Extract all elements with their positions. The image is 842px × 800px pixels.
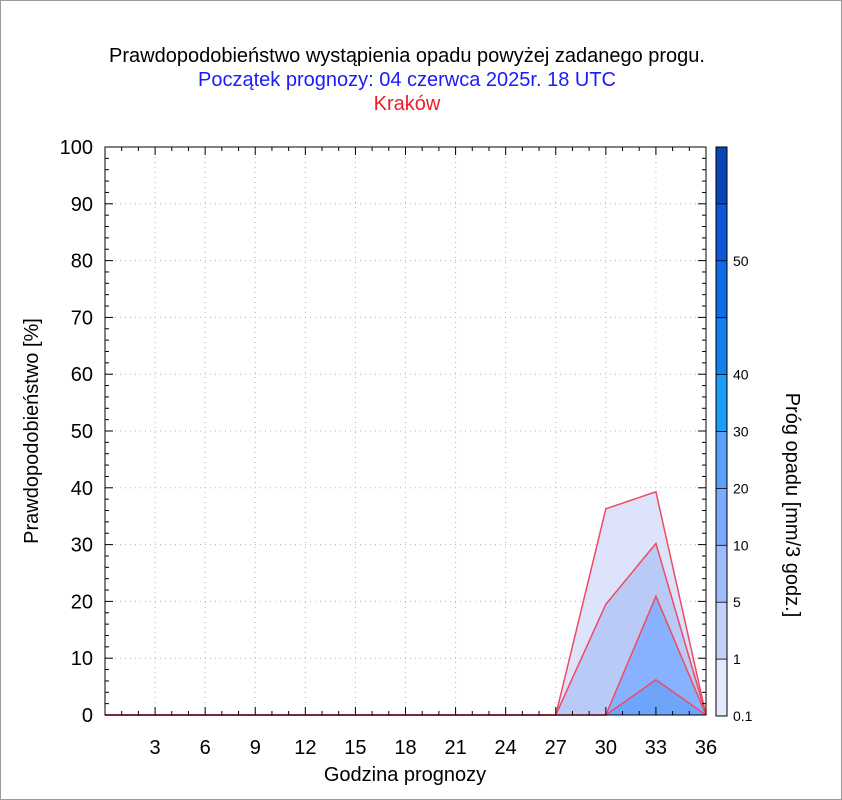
y-axis-label: Prawdopodobieństwo [%]	[21, 318, 43, 544]
colorbar-segment	[716, 659, 727, 716]
x-tick-label: 6	[200, 737, 211, 759]
x-axis: 3 6 9 12 15 18 21 24 27 30 33 36	[104, 147, 717, 759]
grid	[105, 147, 706, 715]
y-axis: 0 10 20 30 40 50 60 70 80 90 100	[60, 137, 706, 727]
x-tick-label: 30	[595, 737, 617, 759]
y-tick-label: 100	[60, 137, 93, 159]
y-tick-label: 20	[71, 591, 93, 613]
x-axis-label: Godzina prognozy	[324, 764, 486, 786]
y-tick-label: 0	[82, 705, 93, 727]
colorbar-tick-label: 20	[733, 480, 749, 496]
colorbar-segment	[716, 545, 727, 603]
x-tick-label: 21	[444, 737, 466, 759]
y-tick-label: 90	[71, 194, 93, 216]
x-tick-label: 18	[394, 737, 416, 759]
y-tick-label: 70	[71, 307, 93, 329]
colorbar-segment	[716, 374, 727, 432]
x-tick-label: 36	[695, 737, 717, 759]
colorbar-segment	[716, 147, 727, 204]
colorbar-border	[715, 146, 728, 717]
colorbar-tick-label: 5	[733, 594, 741, 610]
colorbar-segment	[716, 260, 727, 318]
colorbar-tick-label: 10	[733, 537, 749, 553]
colorbar-label: Próg opadu [mm/3 godz.]	[781, 393, 803, 618]
y-tick-label: 80	[71, 251, 93, 273]
x-tick-label: 9	[250, 737, 261, 759]
colorbar-segment	[716, 317, 727, 375]
y-tick-label: 60	[71, 364, 93, 386]
colorbar-segment	[716, 488, 727, 546]
y-tick-label: 50	[71, 421, 93, 443]
x-tick-label: 15	[344, 737, 366, 759]
x-tick-label: 24	[495, 737, 517, 759]
x-tick-label: 27	[545, 737, 567, 759]
y-tick-label: 10	[71, 648, 93, 670]
colorbar-tick-label: 1	[733, 651, 741, 667]
colorbar-tick-label: 40	[733, 367, 749, 383]
colorbar-tick-label: 50	[733, 253, 749, 269]
x-tick-label: 12	[294, 737, 316, 759]
colorbar-segment	[716, 203, 727, 261]
chart-title: Prawdopodobieństwo wystąpienia opadu pow…	[109, 45, 705, 67]
y-tick-label: 40	[71, 478, 93, 500]
x-tick-label: 33	[645, 737, 667, 759]
area-series-10	[105, 679, 706, 715]
colorbar-segment	[716, 602, 727, 660]
chart-location: Kraków	[374, 93, 441, 115]
y-tick-label: 30	[71, 535, 93, 557]
colorbar-segment	[716, 431, 727, 489]
colorbar: 0.1 1 5 10 20 30 40 50	[715, 146, 753, 724]
colorbar-tick-label: 0.1	[733, 708, 753, 724]
x-tick-label: 3	[150, 737, 161, 759]
chart-subtitle: Początek prognozy: 04 czerwca 2025r. 18 …	[198, 69, 616, 91]
area-series	[105, 491, 706, 715]
colorbar-tick-label: 30	[733, 424, 749, 440]
